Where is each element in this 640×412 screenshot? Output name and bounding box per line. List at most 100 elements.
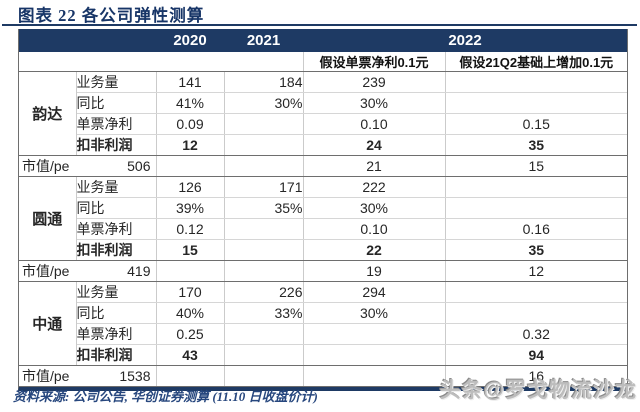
title-divider-rule (2, 24, 637, 26)
market-cap-pe-label: 市值/pe (22, 368, 70, 384)
value-cell: 43 (156, 344, 225, 366)
header-year-2022: 2022 (303, 29, 627, 52)
market-cap-pe-label: 市值/pe (22, 263, 70, 279)
value-cell: 0.32 (445, 323, 627, 345)
value-cell: 222 (303, 176, 446, 198)
table-row: 扣非利润 12 24 35 (19, 134, 627, 156)
value-cell (445, 92, 627, 114)
value-cell (445, 176, 627, 198)
metric-label-cell: 单票净利 (76, 323, 157, 345)
market-cap-pe-label: 市值/pe (22, 158, 70, 174)
metric-label-cell: 单票净利 (76, 113, 157, 135)
value-cell: 0.15 (445, 113, 627, 135)
assumption-blank-cell (19, 52, 304, 72)
watermark-text: 头条@罗戈物流沙龙 (439, 379, 637, 402)
metric-label-cell: 同比 (76, 197, 157, 219)
value-cell: 294 (303, 281, 446, 303)
value-cell (224, 155, 304, 177)
value-cell: 33% (224, 302, 304, 324)
value-cell (445, 281, 627, 303)
pe-value-cell (303, 365, 446, 387)
value-cell: 40% (156, 302, 225, 324)
market-cap-pe-row: 市值/pe 1538 16 (19, 365, 627, 387)
market-cap-cell: 市值/pe 419 (19, 260, 157, 282)
market-cap-pe-row: 市值/pe 419 19 12 (19, 260, 627, 282)
value-cell: 41% (156, 92, 225, 114)
value-cell (224, 323, 304, 345)
pe-value-cell: 15 (445, 155, 627, 177)
pe-value-cell: 21 (303, 155, 446, 177)
table-row: 圆通 业务量 126 171 222 (19, 176, 627, 261)
market-cap-value: 506 (127, 158, 151, 174)
value-cell: 39% (156, 197, 225, 219)
value-cell: 0.09 (156, 113, 225, 135)
table-row: 韵达 业务量 141 184 239 (19, 71, 627, 156)
table-row: 中通 业务量 170 226 294 (19, 281, 627, 366)
value-cell: 184 (224, 71, 304, 93)
metric-label-cell: 业务量 (76, 176, 157, 198)
table-row: 扣非利润 43 94 (19, 344, 627, 366)
value-cell (156, 155, 225, 177)
value-cell (156, 260, 225, 282)
company-name-cell: 圆通 (19, 176, 77, 261)
header-blank-cell (19, 29, 156, 52)
value-cell: 0.10 (303, 218, 446, 240)
table-row: 单票净利 0.09 0.10 0.15 (19, 113, 627, 135)
assumption-col5-label: 假设单票净利0.1元 (303, 52, 446, 72)
assumption-header-row: 假设单票净利0.1元 假设21Q2基础上增加0.1元 (19, 52, 627, 72)
elasticity-table: 2020 2021 2022 假设单票净利0.1元 假设21Q2基础上增加0.1… (19, 29, 627, 387)
value-cell: 0.12 (156, 218, 225, 240)
market-cap-cell: 市值/pe 506 (19, 155, 157, 177)
value-cell: 24 (303, 134, 446, 156)
value-cell (445, 302, 627, 324)
market-cap-value: 1538 (119, 368, 151, 384)
company-block-yunda: 韵达 业务量 141 184 239 同比 41% 30% 30% 单票净利 0… (19, 71, 627, 177)
value-cell (445, 197, 627, 219)
value-cell: 170 (156, 281, 225, 303)
value-cell (224, 134, 304, 156)
table-row: 扣非利润 15 22 35 (19, 239, 627, 261)
year-header-row: 2020 2021 2022 (19, 29, 627, 52)
value-cell (224, 260, 304, 282)
value-cell (303, 344, 446, 366)
value-cell (156, 365, 225, 387)
metric-label-cell: 业务量 (76, 281, 157, 303)
table-row: 单票净利 0.25 0.32 (19, 323, 627, 345)
header-year-2020: 2020 (156, 29, 224, 52)
value-cell: 0.10 (303, 113, 446, 135)
pe-value-cell: 19 (303, 260, 446, 282)
value-cell: 171 (224, 176, 304, 198)
value-cell (303, 323, 446, 345)
pe-value-cell: 16 (445, 365, 627, 387)
value-cell: 30% (303, 197, 446, 219)
value-cell: 239 (303, 71, 446, 93)
metric-label-cell: 同比 (76, 302, 157, 324)
company-block-yuantong: 圆通 业务量 126 171 222 同比 39% 35% 30% 单票净利 0… (19, 176, 627, 282)
pe-value-cell: 12 (445, 260, 627, 282)
figure-title: 图表 22 各公司弹性测算 (18, 6, 205, 25)
value-cell: 12 (156, 134, 225, 156)
market-cap-cell: 市值/pe 1538 (19, 365, 157, 387)
company-name-cell: 韵达 (19, 71, 77, 156)
value-cell: 126 (156, 176, 225, 198)
value-cell: 22 (303, 239, 446, 261)
metric-label-cell: 业务量 (76, 71, 157, 93)
value-cell (445, 71, 627, 93)
market-cap-pe-row: 市值/pe 506 21 15 (19, 155, 627, 177)
metric-label-cell: 扣非利润 (76, 239, 157, 261)
value-cell: 35 (445, 134, 627, 156)
metric-label-cell: 同比 (76, 92, 157, 114)
value-cell: 30% (224, 92, 304, 114)
assumption-col6-label: 假设21Q2基础上增加0.1元 (445, 52, 627, 72)
value-cell: 0.25 (156, 323, 225, 345)
metric-label-cell: 单票净利 (76, 218, 157, 240)
value-cell (224, 344, 304, 366)
value-cell: 226 (224, 281, 304, 303)
value-cell (224, 218, 304, 240)
value-cell: 15 (156, 239, 225, 261)
value-cell: 35 (445, 239, 627, 261)
market-cap-value: 419 (127, 263, 151, 279)
table-row: 同比 39% 35% 30% (19, 197, 627, 219)
value-cell (224, 239, 304, 261)
value-cell: 35% (224, 197, 304, 219)
